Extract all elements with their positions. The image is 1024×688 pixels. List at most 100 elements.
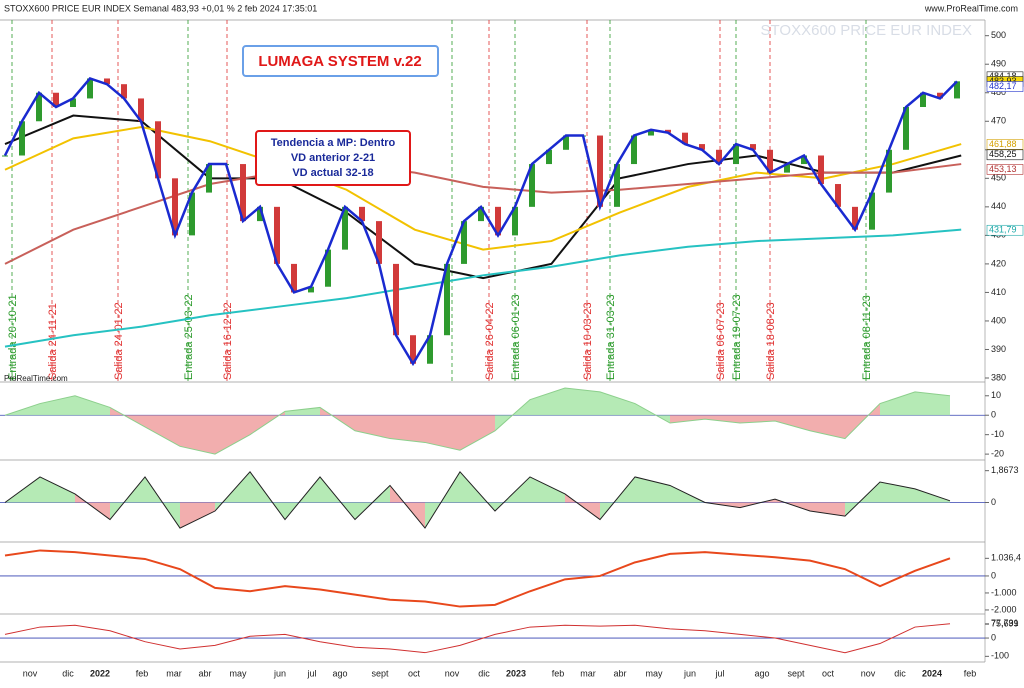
signal-label: Salida 24-11-21 [47,303,59,380]
y-tick-label: -100 [991,651,1009,661]
x-tick-label: 2022 [90,668,110,678]
price-bar [19,121,25,156]
x-tick-label: dic [62,668,74,678]
price-bar [767,149,773,173]
osc-area [530,388,565,416]
price-bar [937,92,943,99]
osc-line [4,623,951,654]
y-tick-label: 490 [991,59,1006,69]
x-tick-label: ago [754,668,769,678]
osc-area [740,499,775,508]
y-tick-label: 400 [991,315,1006,325]
price-bar [529,164,535,207]
y-tick-label: 470 [991,116,1006,126]
price-bar [801,155,807,165]
price-bar [2,155,8,157]
x-tick-label: 2024 [922,668,942,678]
title: LUMAGA SYSTEM v.22 [258,53,421,70]
x-tick-label: dic [894,668,906,678]
x-tick-label: feb [136,668,149,678]
price-bar [818,155,824,185]
y-tick-label: 75,699 [991,619,1019,629]
osc-area [145,415,180,447]
price-bar [750,144,756,150]
signal-label: Entrada 20-10-21 [7,294,19,380]
price-tag [986,149,1024,161]
x-tick-label: jul [306,668,316,678]
y-tick-label: 410 [991,287,1006,297]
price-bar [665,129,671,133]
osc-area [915,391,950,416]
x-tick-label: abr [613,668,626,678]
signal-label: Entrada 06-01-23 [510,294,522,380]
price-tag-label: 483,93 [989,76,1017,86]
price-bar [138,98,144,122]
x-tick-label: feb [552,668,565,678]
x-tick-label: 2023 [506,668,526,678]
price-bar [563,135,569,150]
osc-area [880,482,915,503]
plot-layer: 380390400410420430440450460470480490500E… [0,19,1024,678]
price-tag-label: 482,17 [989,81,1017,91]
price-bar [699,144,705,150]
x-tick-label: jul [714,668,724,678]
price-bar [954,81,960,99]
x-tick-label: sept [371,668,389,678]
y-tick-label: 77,731 [991,618,1019,628]
y-tick-label: 0 [991,632,996,642]
price-tag-label: 461,88 [989,139,1017,149]
osc-line [4,549,951,608]
x-tick-label: feb [964,668,977,678]
price-bar [376,221,382,264]
price-bar [614,164,620,207]
price-bar [648,129,654,136]
price-bar [495,206,501,236]
price-tag-label: 431,79 [989,225,1017,235]
price-bar [189,192,195,236]
signal-label: Salida 06-07-23 [715,302,727,380]
price-bar [444,263,450,336]
y-tick-label: 10 [991,390,1001,400]
ma-line [4,125,962,251]
ma-line [4,228,962,348]
osc-area [635,476,670,503]
info-line: VD anterior 2-21 [291,152,375,164]
price-bar [342,206,348,250]
price-bar [87,78,93,99]
signal-label: Entrada 19-07-23 [731,294,743,380]
price-bar [835,184,841,207]
signal-label: Entrada 08-11-23 [861,295,873,380]
price-bar [886,149,892,193]
y-tick-label: 480 [991,87,1006,97]
osc-area [285,407,320,416]
price-bar [274,206,280,264]
price-bar [852,206,858,230]
info-line: VD actual 32-18 [292,167,373,179]
osc-area [355,415,390,439]
osc-area [40,476,75,503]
x-tick-label: abr [198,668,211,678]
x-tick-label: may [229,668,247,678]
y-tick-label: -20 [991,448,1004,458]
x-tick-label: nov [445,668,460,678]
price-bar [410,335,416,364]
price-bar [631,135,637,165]
price-tag-label: 484,18 [989,71,1017,81]
info-line: Tendencia a MP: Dentro [271,137,396,149]
osc-area [600,391,635,416]
y-tick-label: 0 [991,410,996,420]
price-bar [920,92,926,108]
ma-line [4,114,962,280]
osc-line [4,387,951,455]
header-right: www.ProRealTime.com [924,3,1018,13]
signal-label: Salida 16-12-22 [222,302,234,380]
x-tick-label: dic [478,668,490,678]
osc-area [460,415,495,451]
x-tick-label: may [645,668,663,678]
price-tag-label: 453,13 [989,164,1017,174]
x-tick-label: nov [861,668,876,678]
y-tick-label: 450 [991,173,1006,183]
price-tag [986,81,1024,92]
x-tick-label: jun [683,668,696,678]
